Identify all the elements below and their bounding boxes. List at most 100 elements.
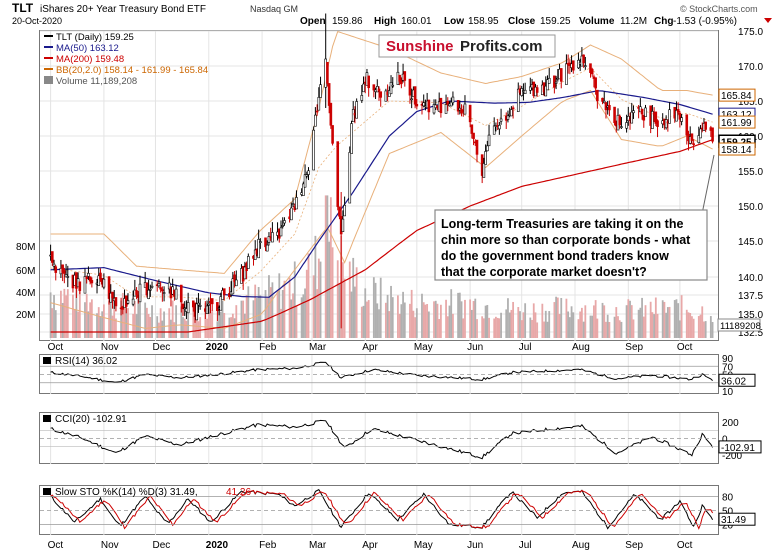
price-body xyxy=(547,77,551,84)
volume-bar xyxy=(300,297,303,338)
volume-bar xyxy=(579,311,582,338)
exchange: Nasdaq GM xyxy=(250,4,298,14)
volume-label: Volume xyxy=(579,16,615,27)
price-body xyxy=(283,220,286,224)
volume-bar xyxy=(625,305,628,338)
price-body xyxy=(432,104,436,114)
volume-bar xyxy=(219,311,222,338)
price-body xyxy=(145,282,149,296)
sto-title: Slow STO %K(14) %D(3) 31.49, xyxy=(55,487,198,498)
price-body xyxy=(312,129,315,171)
volume-bar xyxy=(271,282,274,338)
volume-bar xyxy=(145,307,148,338)
price-body xyxy=(413,86,417,105)
volume-tag-label: 11189208 xyxy=(720,321,761,332)
price-body xyxy=(439,97,443,114)
month-tick-label: Dec xyxy=(152,342,170,353)
volume-bar xyxy=(60,290,62,338)
volume-bar xyxy=(703,321,705,338)
price-body xyxy=(317,96,321,111)
volume-bar xyxy=(158,322,160,338)
month-tick-label: Nov xyxy=(101,342,119,353)
price-body xyxy=(291,203,295,206)
sto-d-line xyxy=(50,489,714,530)
price-body xyxy=(546,79,549,91)
open-value: 159.86 xyxy=(332,16,363,27)
price-body xyxy=(315,110,319,113)
volume-bar xyxy=(654,297,657,338)
volume-bar xyxy=(653,314,656,338)
chg-label: Chg xyxy=(654,16,673,27)
volume-bar xyxy=(613,316,616,338)
price-body xyxy=(400,77,403,85)
volume-bar xyxy=(496,317,499,338)
legend-entry: MA(200) 159.48 xyxy=(56,54,124,65)
volume-bar xyxy=(460,301,463,338)
volume-bar xyxy=(159,308,162,338)
price-body xyxy=(350,123,353,154)
price-body xyxy=(147,289,150,300)
price-body xyxy=(90,280,94,284)
volume-bar xyxy=(151,305,153,338)
volume-bar xyxy=(632,319,635,338)
price-body xyxy=(582,54,585,64)
volume-bar xyxy=(362,305,365,338)
volume-bar xyxy=(512,301,515,338)
volume-bar xyxy=(678,320,681,338)
volume-bar xyxy=(280,308,282,338)
volume-bar xyxy=(268,275,270,338)
security-name: iShares 20+ Year Treasury Bond ETF xyxy=(40,4,206,15)
price-body xyxy=(472,132,475,139)
price-tick-label: 137.5 xyxy=(738,291,763,302)
month-tick-label: Jun xyxy=(467,342,483,353)
cci-tick-label: -200 xyxy=(722,451,742,462)
price-body xyxy=(257,239,260,259)
volume-bar xyxy=(603,305,606,338)
price-body xyxy=(594,77,597,89)
rsi-swatch xyxy=(43,357,51,364)
price-body xyxy=(51,251,54,263)
price-body xyxy=(377,88,381,92)
annotation-line-1: Long-term Treasuries are taking it on th… xyxy=(441,217,683,231)
price-body xyxy=(651,111,654,129)
volume-bar xyxy=(63,288,66,338)
price-body xyxy=(336,141,340,207)
volume-bar xyxy=(500,312,502,338)
volume-bar xyxy=(341,262,344,338)
price-body xyxy=(590,68,594,75)
price-body xyxy=(97,275,101,286)
price-tick-label: 165.0 xyxy=(738,97,763,108)
volume-bar xyxy=(709,316,712,338)
price-body xyxy=(327,83,331,106)
price-body xyxy=(620,126,623,128)
volume-bar xyxy=(245,295,248,338)
volume-bar xyxy=(629,300,631,338)
volume-bar xyxy=(462,318,465,338)
price-body xyxy=(697,135,701,143)
volume-bar xyxy=(127,308,129,338)
volume-tick-label: 80M xyxy=(16,242,35,253)
price-body xyxy=(559,68,563,82)
price-body xyxy=(348,152,352,204)
volume-bar xyxy=(398,313,401,338)
volume-bar xyxy=(596,318,599,338)
volume-bar xyxy=(49,292,52,338)
price-tick-label: 150.0 xyxy=(738,202,763,213)
price-body xyxy=(83,276,87,294)
volume-bar xyxy=(680,295,683,338)
price-tag xyxy=(718,88,756,102)
annotation-line-2: chin more so than corporate bonds - what xyxy=(441,233,691,247)
volume-bar xyxy=(96,313,98,338)
volume-bar xyxy=(403,302,406,338)
volume-bar xyxy=(474,298,477,338)
rsi-title: RSI(14) 36.02 xyxy=(55,356,118,367)
month-tick-label: 2020 xyxy=(206,540,229,551)
price-body xyxy=(195,303,199,321)
volume-bar xyxy=(580,307,583,338)
price-body xyxy=(535,87,539,93)
price-bars xyxy=(49,13,714,329)
month-tick-label: Apr xyxy=(362,540,378,551)
price-body xyxy=(601,97,604,102)
volume-bar xyxy=(476,319,478,338)
volume-bar xyxy=(354,286,356,338)
